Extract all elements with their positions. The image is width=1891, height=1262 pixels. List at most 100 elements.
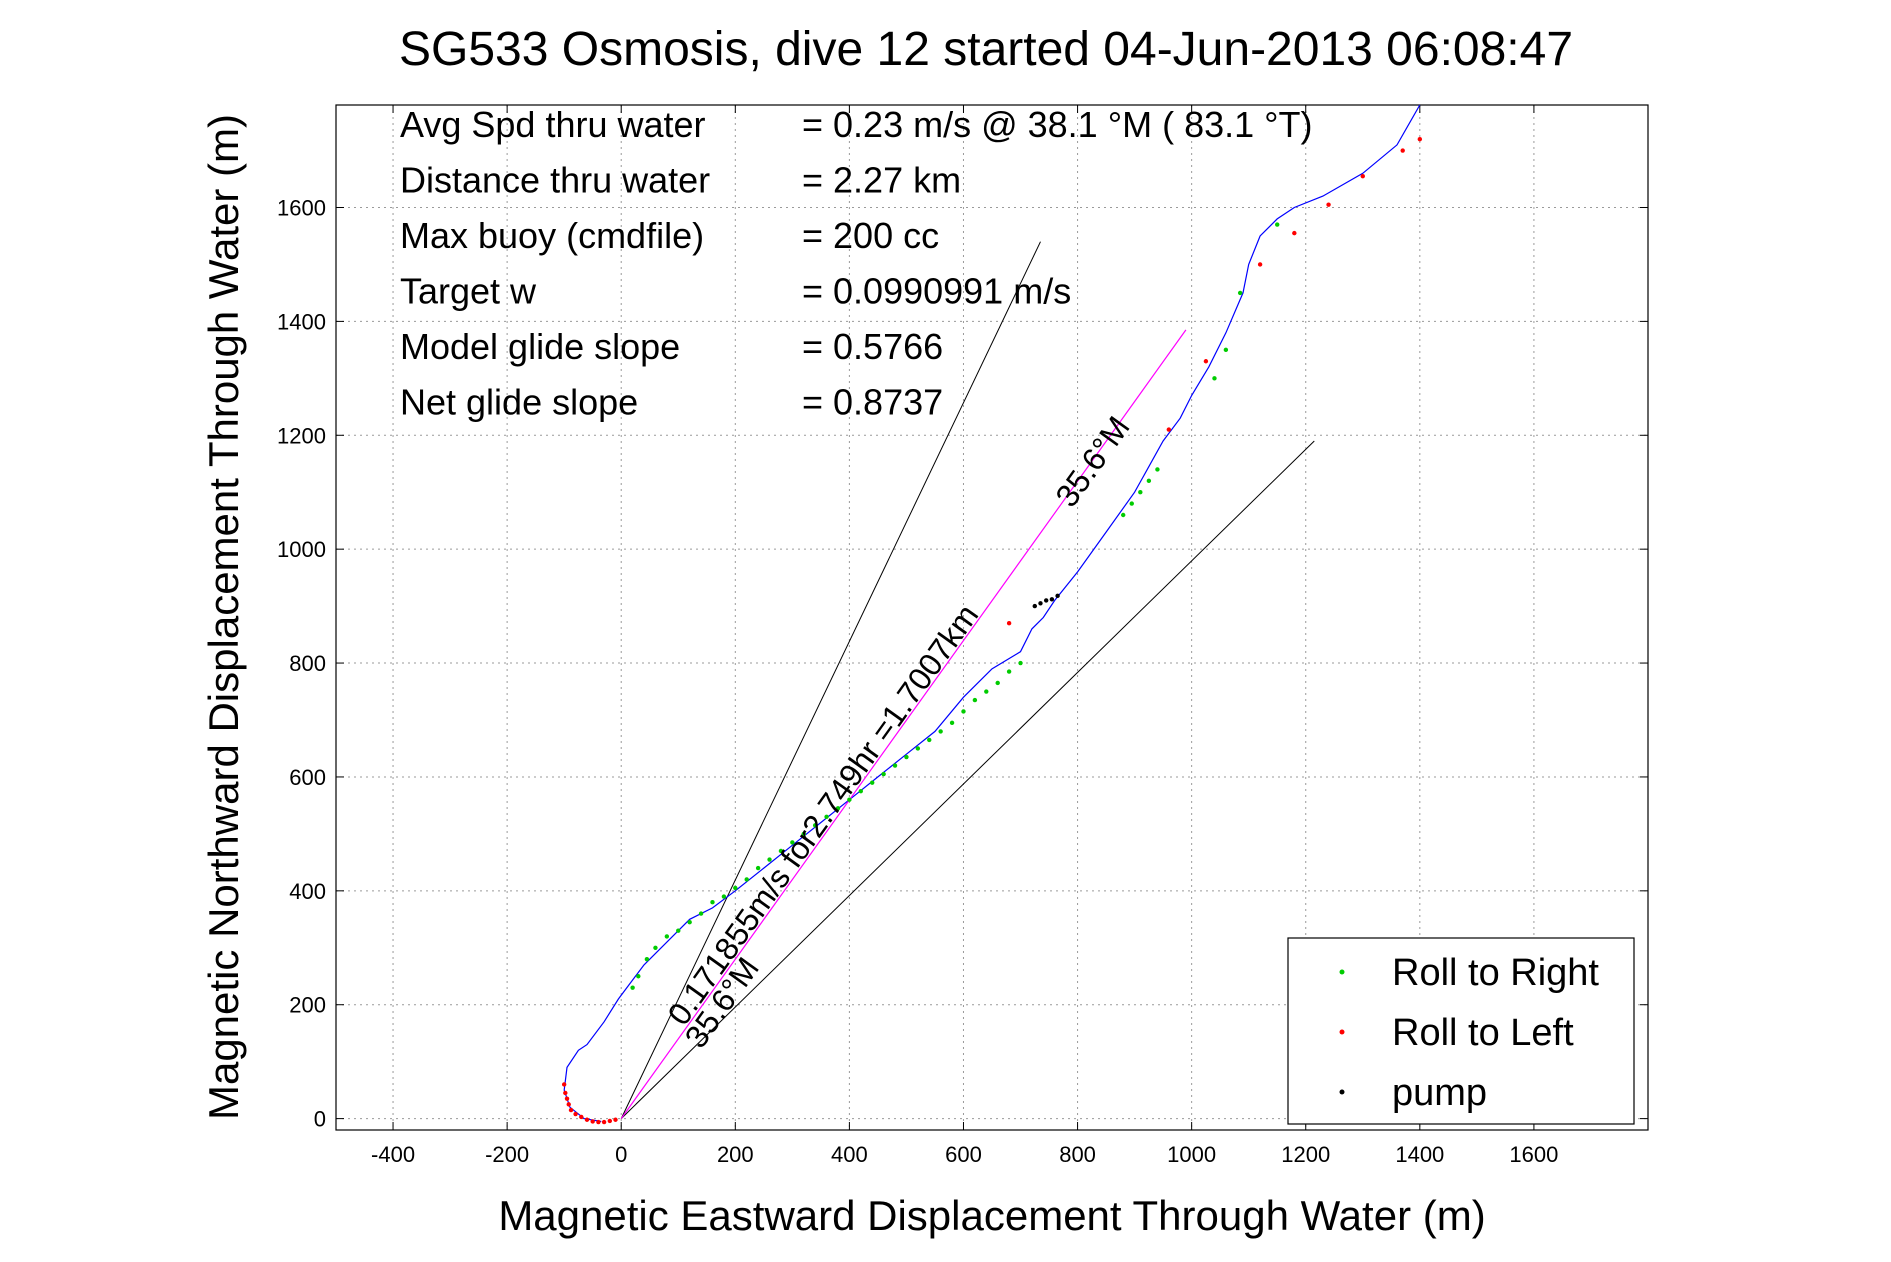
x-tick-label: 400 [831, 1142, 868, 1167]
y-tick-label: 800 [289, 651, 326, 676]
x-tick-label: 1600 [1509, 1142, 1558, 1167]
legend-label: Roll to Left [1392, 1012, 1574, 1054]
marker-point [1237, 290, 1243, 296]
marker-point [801, 831, 806, 837]
marker-point [1360, 173, 1365, 179]
marker-point [1223, 347, 1229, 353]
x-tick-label: 600 [945, 1142, 982, 1167]
y-tick-label: 1400 [277, 309, 326, 334]
marker-point [710, 900, 715, 905]
info-label: Target w [400, 271, 537, 312]
marker-point [1155, 467, 1160, 472]
marker-point [636, 974, 641, 979]
info-value: = 200 cc [802, 215, 939, 256]
info-label: Model glide slope [400, 326, 680, 367]
marker-point [1146, 478, 1152, 484]
marker-point [1166, 427, 1172, 432]
marker-point [733, 885, 738, 891]
bearing-reference-line [620, 440, 1315, 1119]
series-line [563, 104, 1421, 1123]
marker-point [767, 857, 772, 862]
reference-lines [620, 241, 1315, 1119]
info-value: = 0.5766 [802, 326, 943, 367]
marker-point [790, 840, 795, 845]
marker-point [995, 680, 1000, 686]
track-annotations: 0.171855m/s for2.749hr =1.7007km35.6°M35… [660, 410, 1136, 1055]
marker-point [847, 797, 852, 802]
marker-point [938, 729, 943, 734]
marker-point [1038, 601, 1043, 606]
marker-point [563, 1090, 568, 1096]
marker-point [1257, 262, 1263, 267]
marker-point [892, 763, 898, 768]
info-label: Distance thru water [400, 160, 710, 201]
marker-point [676, 928, 681, 933]
info-label: Net glide slope [400, 382, 638, 423]
roll-markers [561, 136, 1423, 1125]
marker-point [915, 746, 921, 751]
series-line [620, 329, 1187, 1119]
x-axis-label: Magnetic Eastward Displacement Through W… [498, 1192, 1485, 1239]
marker-point [579, 1114, 584, 1120]
y-tick-label: 600 [289, 765, 326, 790]
x-tick-label: 800 [1059, 1142, 1096, 1167]
legend-marker [1339, 1089, 1345, 1095]
marker-point [568, 1107, 574, 1113]
bearing-reference-line [620, 241, 1041, 1119]
y-tick-label: 1200 [277, 423, 326, 448]
y-tick-label: 400 [289, 879, 326, 904]
info-value: = 0.8737 [802, 382, 943, 423]
chart-title: SG533 Osmosis, dive 12 started 04-Jun-20… [399, 23, 1573, 76]
x-tick-label: 1000 [1167, 1142, 1216, 1167]
marker-point [584, 1117, 590, 1122]
marker-point [1043, 598, 1049, 603]
y-axis-label: Magnetic Northward Displacement Through … [200, 114, 247, 1120]
info-value: = 2.27 km [802, 160, 961, 201]
legend-label: Roll to Right [1392, 952, 1599, 994]
marker-point [630, 985, 635, 990]
marker-point [778, 848, 784, 854]
marker-point [1292, 230, 1297, 236]
marker-point [812, 823, 818, 828]
marker-point [1055, 593, 1060, 599]
marker-point [1129, 501, 1134, 506]
marker-point [607, 1118, 613, 1124]
marker-point [1032, 603, 1037, 609]
marker-point [1018, 660, 1023, 666]
marker-point [961, 709, 966, 714]
y-tick-label: 1000 [277, 537, 326, 562]
marker-point [972, 697, 978, 703]
marker-point [1326, 202, 1331, 207]
marker-point [1006, 620, 1012, 626]
marker-point [664, 934, 670, 939]
marker-point [949, 720, 955, 726]
marker-point [561, 1082, 567, 1087]
legend: Roll to Right Roll to Left pump [1287, 937, 1635, 1125]
marker-point [566, 1102, 571, 1107]
marker-point [755, 865, 761, 871]
marker-point [1275, 222, 1280, 227]
marker-point [596, 1119, 601, 1125]
marker-point [573, 1111, 578, 1117]
x-tick-label: 1200 [1281, 1142, 1330, 1167]
y-tick-label: 0 [314, 1107, 326, 1132]
x-tick-label: 1400 [1395, 1142, 1444, 1167]
x-tick-label: -200 [485, 1142, 529, 1167]
track-annotation: 35.6°M [1048, 410, 1136, 514]
marker-point [1212, 376, 1217, 381]
marker-point [653, 945, 658, 950]
marker-point [613, 1117, 618, 1122]
marker-point [881, 771, 886, 777]
marker-point [904, 754, 909, 760]
marker-point [744, 877, 749, 882]
info-value: = 0.0990991 m/s [802, 271, 1071, 312]
marker-point [1138, 490, 1143, 495]
dive-info-block: Avg Spd thru water = 0.23 m/s @ 38.1 °M (… [400, 104, 1313, 423]
x-tick-label: -400 [371, 1142, 415, 1167]
marker-point [590, 1119, 595, 1124]
info-label: Avg Spd thru water [400, 104, 706, 145]
plot-area [335, 104, 1649, 1131]
marker-point [835, 806, 841, 811]
legend-marker [1339, 969, 1345, 975]
marker-point [644, 956, 650, 962]
